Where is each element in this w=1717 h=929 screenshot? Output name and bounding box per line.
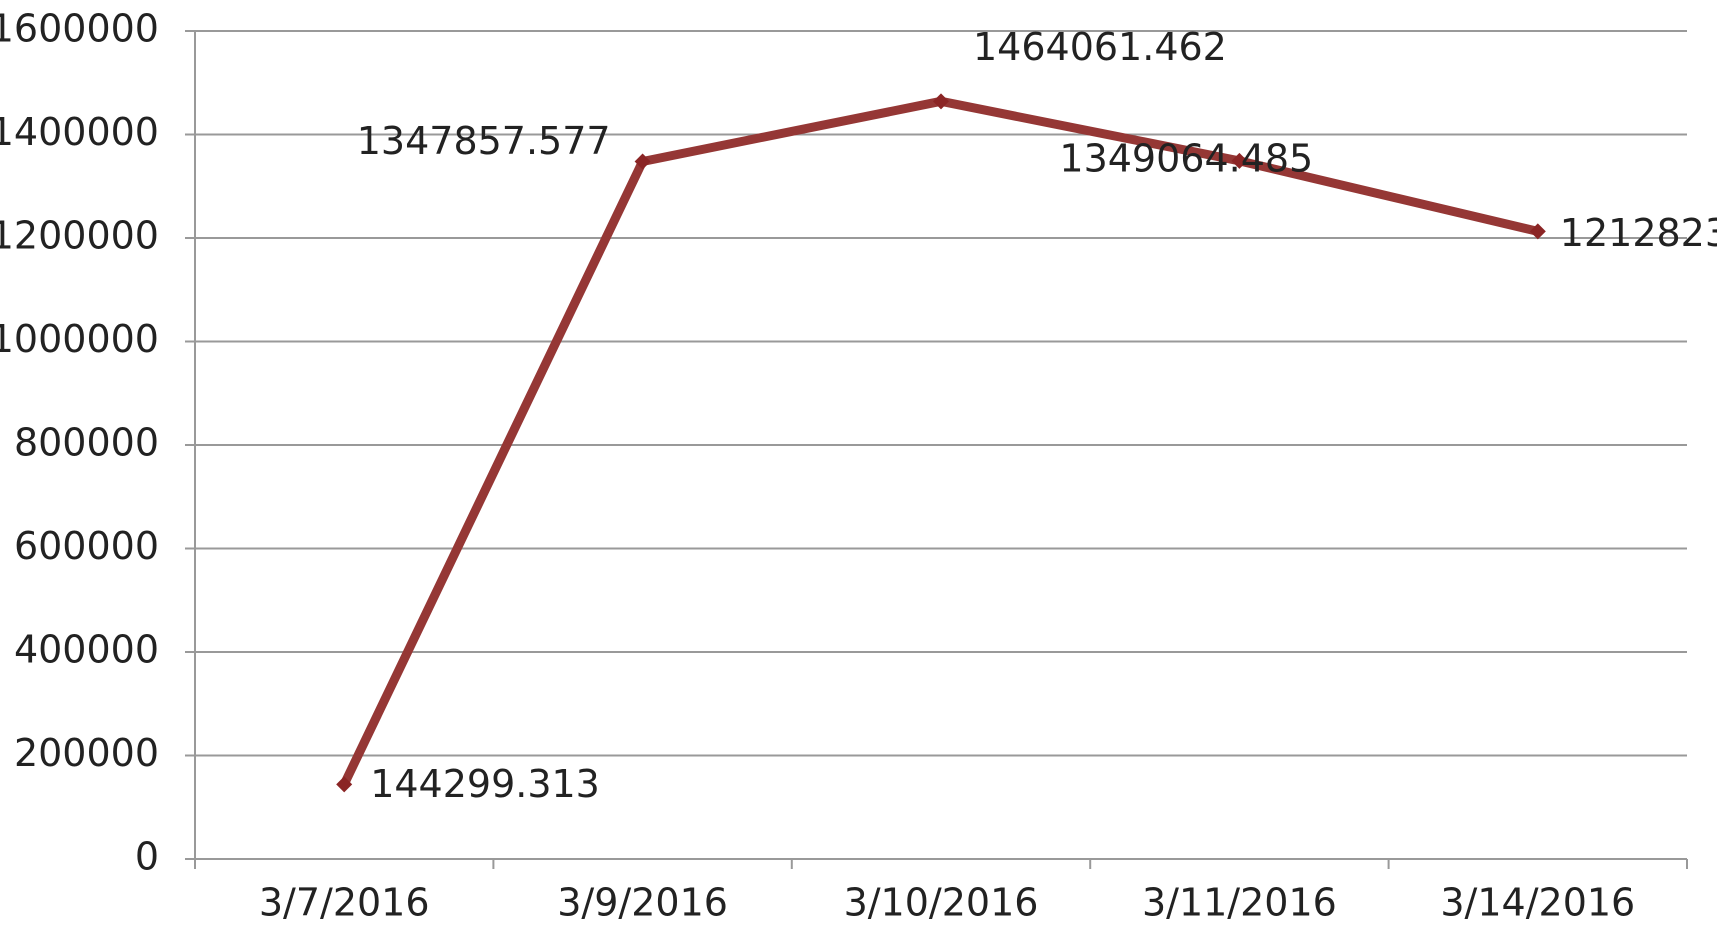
y-tick-label: 0 (135, 835, 159, 879)
marker (336, 776, 353, 793)
y-tick-label: 1600000 (0, 7, 159, 51)
y-tick-label: 200000 (14, 731, 159, 775)
y-tick-label: 400000 (14, 628, 159, 672)
marker (933, 93, 949, 110)
y-tick-label: 600000 (14, 524, 159, 568)
x-tick-label: 3/10/2016 (844, 881, 1039, 925)
data-label: 1212823 (1560, 211, 1717, 255)
line (340, 96, 1539, 787)
data-label: 1347857.577 (357, 119, 611, 163)
x-tick-label: 3/14/2016 (1440, 881, 1635, 925)
x-tick-label: 3/7/2016 (259, 881, 430, 925)
y-tick-label: 1000000 (0, 317, 159, 361)
y-tick-label: 1200000 (0, 214, 159, 258)
data-label: 1464061.462 (973, 25, 1227, 69)
marker (1529, 223, 1546, 240)
data-label: 1349064.485 (1059, 136, 1313, 180)
y-tick-label: 800000 (14, 421, 159, 465)
marker (634, 153, 651, 170)
data-label: 144299.313 (370, 762, 600, 806)
y-tick-label: 1400000 (0, 110, 159, 154)
x-tick-label: 3/9/2016 (557, 881, 728, 925)
x-tick-label: 3/11/2016 (1142, 881, 1337, 925)
marker (1231, 152, 1248, 169)
